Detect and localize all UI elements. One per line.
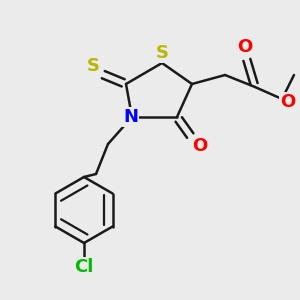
Text: O: O [192, 136, 207, 154]
Text: S: S [155, 44, 169, 62]
Text: O: O [280, 93, 296, 111]
Text: Cl: Cl [74, 258, 94, 276]
Text: N: N [123, 108, 138, 126]
Text: S: S [86, 57, 100, 75]
Text: O: O [237, 38, 252, 56]
